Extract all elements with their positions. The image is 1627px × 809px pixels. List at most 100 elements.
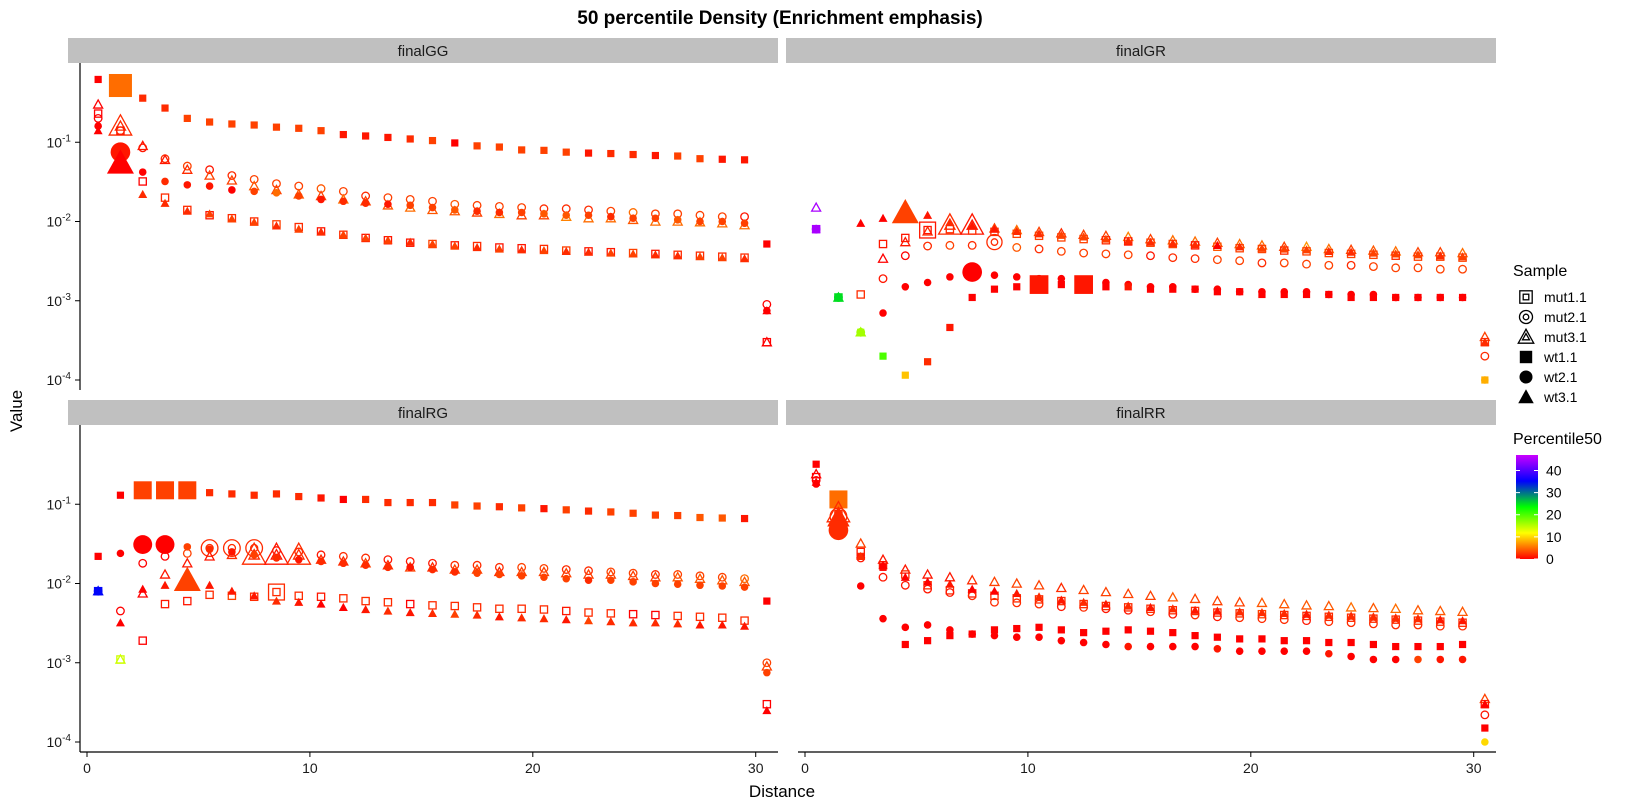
data-point-finalRG-wt1.1-15 [428,498,437,507]
data-point-finalGR-wt1.1-15 [1146,285,1155,293]
data-point-finalGR-wt1.1-30 [1481,376,1489,384]
panel-finalRG: finalRG [68,400,778,715]
data-point-finalRG-mut2.1-26 [673,570,683,579]
data-point-finalGG-wt3.1-2 [138,189,148,198]
data-point-finalGR-mut3.1-0 [810,201,822,212]
data-point-finalGG-wt2.1-6 [228,186,236,194]
data-point-finalRG-mut2.1-30 [762,658,772,668]
data-point-finalGR-mut1.1-5 [919,221,937,239]
data-point-finalGG-mut2.1-0 [93,113,103,123]
data-point-finalRG-mut1.1-17 [472,603,482,612]
data-point-finalGG-wt1.1-1 [108,73,132,98]
data-point-finalGG-wt1.1-8 [272,123,281,131]
x-tick-label: 0 [801,760,809,776]
data-point-finalGG-wt1.1-15 [428,136,437,145]
data-point-finalGR-wt1.1-24 [1347,293,1355,302]
data-point-finalGG-wt1.1-27 [696,155,704,163]
data-point-finalGG-wt3.1-0 [93,126,103,135]
colorbar-label-20: 20 [1546,507,1562,523]
data-point-finalRR-mut3.1-15 [1144,589,1157,601]
data-point-finalGR-wt3.1-21 [1279,244,1289,253]
data-point-finalGG-wt2.1-19 [517,208,526,217]
data-point-finalGG-wt2.1-9 [294,192,303,200]
data-point-finalGR-mut1.1-4 [901,233,910,243]
data-point-finalGG-wt1.1-10 [317,127,325,135]
data-point-finalGR-wt3.1-5 [923,210,933,219]
data-point-finalRG-wt2.1-3 [155,535,175,555]
data-point-finalRR-wt3.1-18 [1212,606,1222,615]
data-point-finalRR-wt3.1-9 [1012,588,1022,598]
data-point-finalRG-mut1.1-24 [628,609,638,619]
data-point-finalRR-wt3.1-26 [1391,613,1401,622]
data-point-finalRR-mut3.1-11 [1055,582,1067,593]
data-point-finalGR-mut2.1-10 [1034,244,1044,254]
data-point-finalRR-mut3.1-19 [1234,596,1246,607]
data-point-finalGR-wt1.1-4 [901,371,909,379]
data-point-finalRR-wt3.1-15 [1146,602,1155,611]
data-point-finalGR-wt1.1-7 [968,293,976,302]
data-point-finalRR-mut3.1-10 [1033,579,1045,590]
data-point-finalGG-wt3.1-4 [182,206,192,215]
legend-label-mut2.1: mut2.1 [1544,309,1587,325]
legend-label-mut1.1: mut1.1 [1544,289,1587,305]
data-point-finalRG-wt1.1-4 [178,481,197,500]
data-point-finalGG-wt3.1-10 [316,227,326,236]
plot-area-finalGG [92,73,773,347]
data-point-finalRG-wt3.1-23 [606,617,616,626]
data-point-finalRG-wt3.1-10 [316,599,326,608]
data-point-finalRR-wt1.1-29 [1458,640,1467,649]
data-point-finalRG-mut1.1-3 [160,599,170,609]
data-point-finalGR-mut2.1-21 [1279,258,1289,268]
data-point-finalRG-mut1.1-23 [606,609,616,618]
data-point-finalGR-wt3.1-18 [1212,240,1222,249]
data-point-finalRR-mut3.1-17 [1189,593,1201,604]
data-point-finalRG-wt3.1-3 [160,580,170,589]
data-point-finalRG-wt1.1-24 [629,509,637,517]
data-point-finalGR-wt3.1-10 [1034,229,1044,238]
data-point-finalGG-wt2.1-29 [740,219,749,228]
data-point-finalRG-wt1.1-12 [362,495,370,504]
data-point-finalGG-wt1.1-14 [406,135,414,143]
data-point-finalGG-wt1.1-16 [451,139,459,147]
data-point-finalRG-wt2.1-16 [451,568,459,576]
data-point-finalRR-wt2.1-18 [1213,645,1222,653]
data-point-finalGR-mut2.1-3 [878,274,888,284]
data-point-finalRG-wt2.1-18 [495,570,504,579]
data-point-finalGR-wt1.1-25 [1369,293,1378,302]
data-point-finalGR-wt2.1-7 [962,262,983,282]
data-point-finalRR-mut3.1-6 [944,571,956,582]
data-point-finalGG-wt2.1-12 [361,199,370,208]
data-point-finalRR-mut2.1-28 [1435,621,1445,631]
data-point-finalRR-wt3.1-17 [1190,605,1200,614]
data-point-finalRR-mut2.1-3 [878,572,888,582]
data-point-finalRG-wt1.1-21 [562,506,570,514]
data-point-finalRG-wt1.1-9 [295,492,303,501]
data-point-finalGG-wt2.1-14 [406,201,414,210]
data-point-finalRG-wt2.1-7 [250,551,258,559]
data-point-finalRR-mut3.1-25 [1367,602,1380,613]
data-point-finalRG-wt3.1-19 [517,613,527,622]
data-point-finalRG-mut1.1-26 [673,611,682,621]
data-point-finalGG-wt3.1-16 [450,241,460,250]
data-point-finalGG-wt1.1-7 [250,121,258,129]
data-point-finalRR-wt2.1-12 [1079,638,1088,647]
data-point-finalRR-wt2.1-28 [1436,655,1445,664]
y-tick-label: 10-4 [47,733,72,750]
data-point-finalRG-wt3.1-12 [361,604,371,614]
data-point-finalRR-mut3.1-27 [1412,604,1424,615]
data-point-finalGR-wt1.1-27 [1414,293,1422,302]
data-point-finalRR-mut3.1-8 [988,575,1001,587]
data-point-finalRR-wt2.1-13 [1102,640,1110,649]
data-point-finalRR-wt1.1-16 [1169,629,1177,637]
data-point-finalRG-wt1.1-23 [607,508,615,516]
data-point-finalGR-wt1.1-10 [1029,275,1049,294]
data-point-finalGR-wt1.1-13 [1102,283,1110,291]
x-tick-label: 0 [83,760,91,776]
plot-area-finalGR [810,198,1491,384]
data-point-finalGG-wt1.1-17 [473,142,481,150]
colorbar-label-40: 40 [1546,462,1562,478]
data-point-finalRG-wt2.1-15 [428,565,437,574]
data-point-finalGR-wt1.1-8 [990,285,999,293]
data-point-finalRR-mut3.1-5 [921,568,934,579]
data-point-finalRR-wt3.1-1 [827,506,850,527]
